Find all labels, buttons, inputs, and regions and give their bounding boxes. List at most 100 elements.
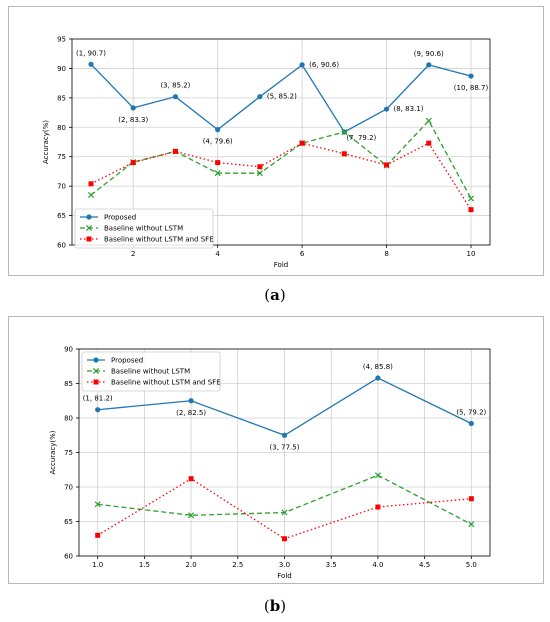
point-annotation: (2, 83.3) [118, 116, 148, 124]
caption-b-close: ) [280, 597, 287, 615]
legend-marker [86, 214, 92, 220]
data-point [188, 476, 194, 482]
caption-a-letter: a [270, 286, 280, 304]
chart-panel-b: 1.0 1.5 2.0 2.5 3.0 3.5 4.0 4.5 5.0 60 65 70 75 80 85 9… [8, 316, 544, 584]
caption-a-open: ( [264, 286, 271, 304]
caption-b: (b) [0, 597, 550, 615]
y-tick-label: 85 [64, 380, 73, 388]
data-point [468, 420, 474, 427]
data-point [281, 432, 288, 438]
x-tick-label: 1.5 [139, 561, 150, 569]
legend-box [81, 351, 221, 392]
x-tick-label: 4 [215, 250, 220, 258]
data-point [215, 127, 221, 133]
data-point [426, 140, 432, 146]
data-point [299, 62, 305, 68]
data-point [130, 160, 136, 166]
data-point [188, 512, 195, 519]
point-annotation: (8, 83.1) [394, 105, 424, 113]
y-tick-label: 65 [64, 518, 73, 526]
point-annotation: (2, 82.5) [176, 409, 206, 417]
y-tick-label: 95 [57, 36, 66, 44]
x-tick-label: 1.0 [92, 561, 103, 569]
y-tick-label: 90 [57, 65, 66, 73]
y-tick-label: 85 [57, 94, 66, 102]
point-annotation: (10, 88.7) [454, 84, 489, 92]
data-point [299, 140, 305, 146]
x-tick-label: 3.5 [326, 561, 337, 569]
point-annotation: (1, 81.2) [83, 395, 113, 403]
y-tick-label: 90 [64, 346, 73, 354]
data-point [282, 536, 287, 542]
data-point [374, 472, 381, 479]
x-tick-label: 4.5 [419, 561, 430, 569]
y-tick-label: 80 [64, 415, 73, 423]
data-point [468, 521, 475, 528]
legend-entry: Proposed [111, 357, 143, 365]
x-tick-label: 2.5 [232, 561, 243, 569]
data-point [383, 106, 390, 112]
legend: Proposed Baseline without LSTM Baseline wi… [74, 208, 214, 249]
series-line [90, 63, 472, 133]
data-point [375, 504, 381, 510]
data-point [425, 117, 432, 124]
caption-b-letter: b [269, 597, 281, 615]
point-annotation: (4, 79.6) [203, 138, 233, 146]
legend-entry: Proposed [104, 214, 136, 222]
point-annotation: (6, 90.6) [309, 61, 339, 69]
y-axis-label: Accuracy(%) [49, 430, 57, 474]
y-tick-label: 75 [57, 153, 66, 161]
legend-marker [93, 379, 99, 385]
data-point [468, 496, 474, 502]
data-point [256, 170, 263, 177]
legend-entry: Baseline without LSTM [111, 368, 190, 376]
legend-marker [92, 367, 100, 375]
data-point [281, 509, 288, 516]
caption-a-close: ) [279, 286, 286, 304]
chart-panel-a: 2 4 6 8 10 60 65 70 75 80 85 90 95 Fold Accuracy(%) (1,… [8, 6, 544, 276]
x-tick-label: 2.0 [186, 561, 197, 569]
plot-frame [71, 38, 491, 246]
data-point [188, 398, 194, 404]
data-point [88, 181, 94, 187]
y-tick-label: 75 [64, 449, 73, 457]
legend-marker [93, 357, 99, 363]
x-axis-label: Fold [274, 261, 288, 269]
data-point [215, 160, 221, 166]
data-point [257, 94, 263, 100]
point-annotation: (3, 85.2) [160, 82, 190, 90]
chart-a: 2 4 6 8 10 60 65 70 75 80 85 90 95 Fold Accuracy(%) (1,… [42, 36, 491, 269]
point-annotation: (9, 90.6) [414, 50, 444, 58]
data-point [95, 532, 101, 538]
legend-box [74, 208, 214, 249]
chart-b: 1.0 1.5 2.0 2.5 3.0 3.5 4.0 4.5 5.0 60 65 70 75 80 85 9… [49, 346, 491, 580]
x-tick-label: 3.0 [279, 561, 290, 569]
point-annotation: (4, 85.8) [363, 363, 393, 371]
series-line [90, 119, 472, 199]
legend-marker [85, 224, 93, 232]
y-tick-label: 80 [57, 124, 66, 132]
x-axis-label: Fold [277, 572, 291, 580]
data-point [257, 164, 263, 170]
y-tick-label: 70 [57, 183, 66, 191]
data-point [341, 128, 348, 136]
legend-marker [86, 236, 92, 242]
y-tick-label: 65 [57, 212, 66, 220]
y-axis-label: Accuracy(%) [42, 120, 50, 164]
legend-entry: Baseline without LSTM and SFE [104, 236, 214, 244]
data-point [426, 62, 432, 68]
series-line [90, 142, 472, 211]
data-point [172, 148, 178, 154]
caption-a: (a) [0, 286, 550, 304]
data-point [130, 105, 136, 111]
legend-entry: Baseline without LSTM [104, 225, 183, 233]
data-point [95, 407, 101, 413]
legend: Proposed Baseline without LSTM Baseline wi… [81, 351, 221, 392]
point-annotation: (5, 79.2) [456, 409, 486, 417]
plot-frame [78, 348, 491, 557]
data-point [88, 61, 94, 67]
caption-b-open: ( [263, 597, 270, 615]
point-annotation: (5, 85.2) [267, 93, 297, 101]
data-point [468, 207, 474, 213]
point-annotation: (3, 77.5) [270, 443, 300, 451]
